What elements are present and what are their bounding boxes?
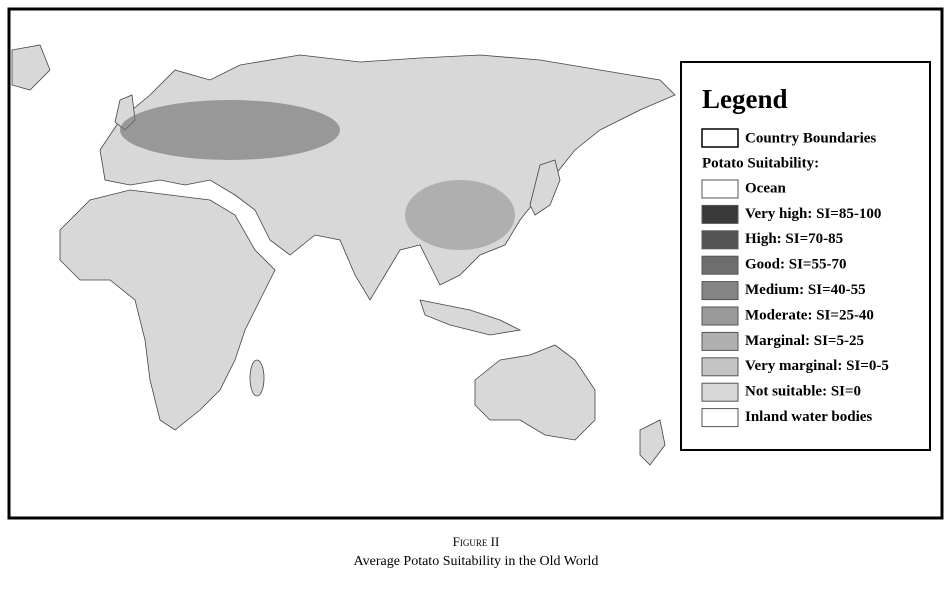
greenland — [11, 44, 51, 91]
legend-label: Very high: SI=85-100 — [745, 206, 881, 222]
map — [11, 44, 676, 466]
australia — [474, 344, 596, 441]
new-zealand — [639, 419, 666, 466]
legend-label: High: SI=70-85 — [745, 231, 843, 247]
legend-swatch — [701, 179, 739, 199]
legend-label: Country Boundaries — [745, 130, 876, 146]
legend-swatch — [701, 306, 739, 326]
indonesia — [419, 299, 522, 336]
caption-title: Average Potato Suitability in the Old Wo… — [354, 554, 599, 569]
legend-swatch — [701, 204, 739, 224]
madagascar — [249, 359, 265, 397]
legend-swatch — [701, 382, 739, 402]
africa — [59, 189, 276, 431]
legend-label: Good: SI=55-70 — [745, 257, 846, 273]
legend-swatch — [701, 230, 739, 250]
legend-label: Inland water bodies — [745, 409, 872, 425]
legend-label: Very marginal: SI=0-5 — [745, 358, 889, 374]
suitable-region — [120, 100, 340, 160]
legend-swatch — [701, 255, 739, 275]
boundary-swatch — [701, 128, 739, 148]
japan — [529, 159, 561, 216]
legend-swatch — [701, 281, 739, 301]
suitable-region — [405, 180, 515, 250]
legend-label: Marginal: SI=5-25 — [745, 333, 864, 349]
legend-section: Potato Suitability: — [702, 155, 819, 171]
legend-label: Medium: SI=40-55 — [745, 282, 866, 298]
legend-swatch — [701, 357, 739, 377]
legend-label: Ocean — [745, 180, 786, 196]
figure-label: Figure II — [453, 534, 500, 549]
legend-title: Legend — [702, 84, 788, 114]
legend-swatch — [701, 331, 739, 351]
legend-label: Not suitable: SI=0 — [745, 384, 861, 400]
legend-swatch — [701, 408, 739, 428]
legend-label: Moderate: SI=25-40 — [745, 307, 874, 323]
